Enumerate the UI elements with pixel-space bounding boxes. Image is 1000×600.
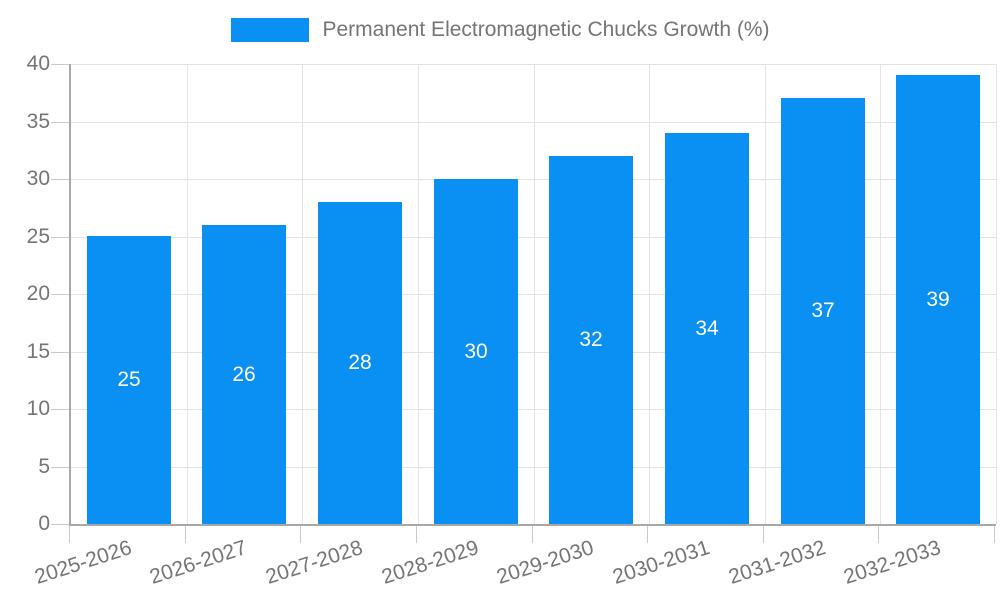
x-axis-tick-mark [647,526,648,543]
x-axis-category-label: 2030-2031 [609,536,713,589]
v-gridline [302,64,303,524]
y-axis-tick-label: 20 [26,282,50,305]
x-axis-category-label: 2026-2027 [146,536,250,589]
bar: 28 [318,202,402,524]
h-gridline [71,409,996,410]
y-axis-tick-label: 5 [38,455,50,478]
bar-value-label: 39 [926,287,950,311]
x-axis-category-label: 2032-2033 [840,536,944,589]
plot-area: 25 26 28 30 32 34 37 39 [69,64,997,526]
bar-value-label: 34 [695,316,719,340]
h-gridline [71,64,996,65]
h-gridline [71,294,996,295]
v-gridline [765,64,766,524]
bar: 30 [434,179,518,524]
v-gridline [649,64,650,524]
x-axis-tick-mark [416,526,417,543]
y-axis-tick-mark [51,294,69,295]
bar: 37 [781,98,865,524]
y-axis-tick-label: 0 [38,512,50,535]
y-axis-tick-mark [51,524,69,525]
x-axis-category-label: 2031-2032 [725,536,829,589]
x-axis-category-label: 2025-2026 [31,536,135,589]
legend[interactable]: Permanent Electromagnetic Chucks Growth … [0,18,1000,42]
y-axis-tick-label: 40 [26,52,50,75]
y-axis-tick-mark [51,122,69,123]
y-axis-tick-mark [51,352,69,353]
x-axis-tick-mark [185,526,186,543]
bar-value-label: 25 [117,368,141,391]
legend-label: Permanent Electromagnetic Chucks Growth … [322,18,770,41]
v-gridline [187,64,188,524]
bar: 26 [202,225,286,524]
y-axis-tick-label: 30 [26,167,50,190]
x-axis-tick-mark [69,526,70,543]
bar-value-label: 26 [232,362,256,386]
bar: 32 [549,156,633,524]
v-gridline [418,64,419,524]
h-gridline [71,466,996,468]
v-gridline [996,64,997,524]
h-gridline [71,179,996,180]
bar-value-label: 30 [464,339,488,363]
x-axis-tick-mark [878,526,879,543]
y-axis-tick-label: 25 [26,225,50,248]
legend-swatch [230,18,309,42]
bar-value-label: 32 [579,328,603,351]
h-gridline [71,236,996,238]
bar: 25 [87,236,171,524]
bar: 34 [665,133,749,524]
y-axis-tick-mark [51,409,69,410]
x-axis-category-label: 2027-2028 [262,536,366,589]
y-axis-tick-mark [51,467,69,468]
v-gridline [880,64,881,524]
y-axis-tick-label: 35 [26,110,50,133]
h-gridline [71,351,996,353]
y-axis-tick-mark [51,237,69,238]
x-axis-tick-mark [994,526,995,543]
bar-value-label: 28 [348,351,372,374]
bar-value-label: 37 [811,299,835,322]
x-axis-tick-mark [532,526,533,543]
y-axis-tick-mark [51,179,69,180]
x-axis-tick-mark [763,526,764,543]
h-gridline [71,121,996,123]
y-axis-tick-mark [51,64,69,65]
x-axis-category-label: 2028-2029 [378,536,482,589]
y-axis-tick-label: 15 [26,340,50,363]
y-axis-tick-label: 10 [26,397,50,420]
v-gridline [534,64,535,524]
x-axis-category-label: 2029-2030 [493,536,597,589]
bar: 39 [896,75,980,524]
x-axis-tick-mark [300,526,301,543]
